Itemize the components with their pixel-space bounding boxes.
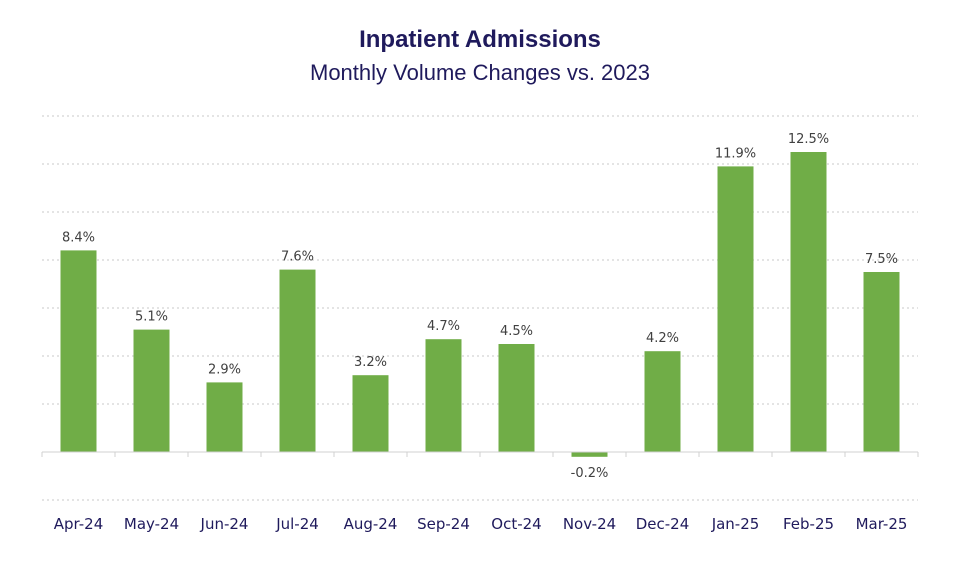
bar [133,329,170,452]
x-tick-label: Feb-25 [783,515,834,533]
chart-subtitle: Monthly Volume Changes vs. 2023 [310,60,650,85]
data-label: 8.4% [62,230,95,245]
x-tick-label: May-24 [124,515,179,533]
chart-title: Inpatient Admissions [359,26,601,53]
bar [206,382,243,452]
x-tick-label: Jan-25 [711,515,760,533]
x-tick-label: Aug-24 [344,515,398,533]
bar [717,166,754,452]
bar [352,375,389,452]
bar [644,351,681,452]
x-tick-label: Dec-24 [636,515,690,533]
data-label: 5.1% [135,310,168,325]
data-label: 11.9% [715,146,756,161]
bar [498,344,535,452]
data-label: 7.6% [281,250,314,265]
x-tick-label: Jun-24 [200,515,249,533]
bar [425,339,462,452]
data-label: 12.5% [788,132,829,147]
data-label: 3.2% [354,355,387,370]
data-label: 2.9% [208,362,241,377]
x-tick-label: Oct-24 [491,515,541,533]
x-tick-label: Sep-24 [417,515,470,533]
bar [279,269,316,452]
bar [60,250,97,452]
data-label: 4.2% [646,331,679,346]
x-tick-label: Mar-25 [856,515,908,533]
bar [863,272,900,452]
x-tick-label: Jul-24 [275,515,319,533]
data-label: 4.5% [500,324,533,339]
data-label: -0.2% [571,466,609,481]
bar [571,452,608,457]
bar [790,152,827,452]
x-tick-label: Apr-24 [54,515,104,533]
data-label: 4.7% [427,319,460,334]
x-tick-label: Nov-24 [563,515,616,533]
data-label: 7.5% [865,252,898,267]
